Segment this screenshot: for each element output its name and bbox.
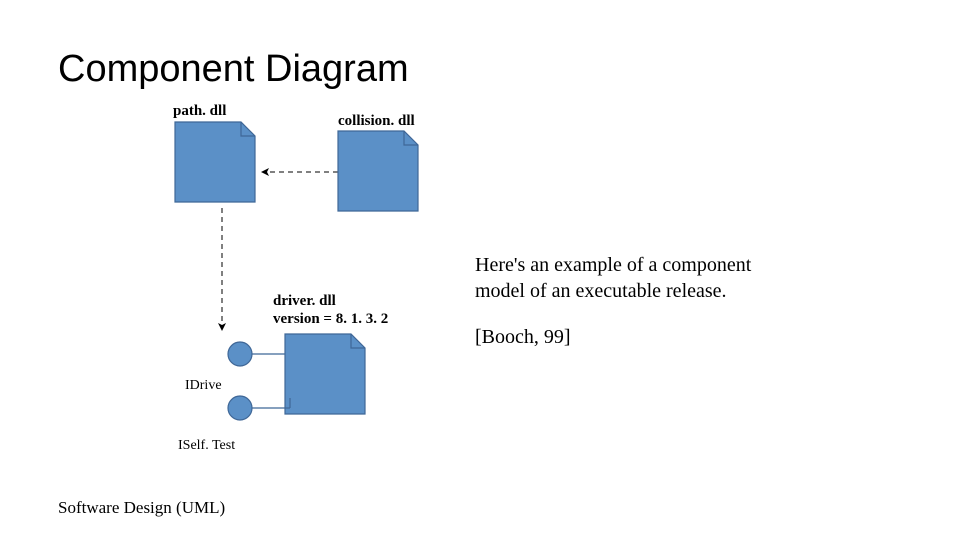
interface-idrive-connector — [228, 342, 285, 366]
component-collision-dll — [338, 131, 418, 211]
slide-stage: Component Diagram — [0, 0, 960, 540]
component-path-dll — [175, 122, 255, 202]
interface-iselftest-connector — [228, 396, 290, 420]
footer-text: Software Design (UML) — [58, 498, 225, 518]
description-citation: [Booch, 99] — [475, 326, 571, 349]
component-driver-dll — [285, 334, 365, 414]
label-path-dll: path. dll — [173, 103, 226, 120]
label-collision-dll: collision. dll — [338, 113, 415, 130]
label-driver-dll: driver. dll version = 8. 1. 3. 2 — [273, 292, 388, 328]
description-line1: Here's an example of a component — [475, 254, 751, 277]
description-line2: model of an executable release. — [475, 280, 727, 303]
label-idrive: IDrive — [185, 378, 222, 394]
label-iselftest: ISelf. Test — [178, 438, 235, 454]
